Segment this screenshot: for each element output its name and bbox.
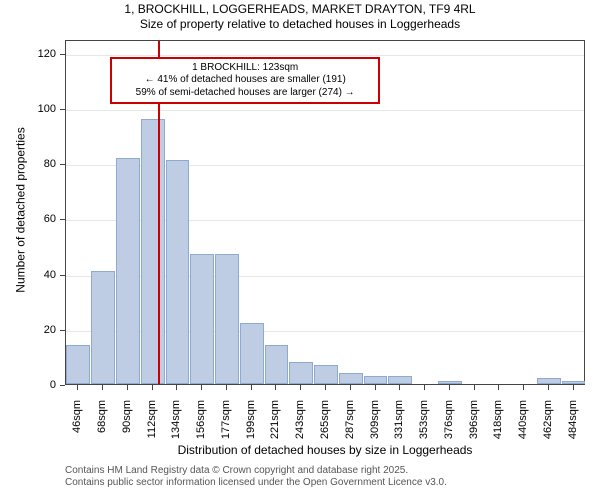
histogram-bar — [166, 160, 190, 384]
histogram-bar — [240, 323, 264, 384]
x-tick-mark — [77, 385, 78, 390]
histogram-bar — [116, 158, 140, 384]
x-axis-label: Distribution of detached houses by size … — [65, 443, 585, 457]
footer-attribution: Contains HM Land Registry data © Crown c… — [65, 465, 447, 489]
annotation-line-3: 59% of semi-detached houses are larger (… — [118, 87, 372, 100]
x-tick-mark — [548, 385, 549, 390]
histogram-bar — [289, 362, 313, 384]
title-block: 1, BROCKHILL, LOGGERHEADS, MARKET DRAYTO… — [0, 2, 600, 32]
footer-line-2: Contains public sector information licen… — [65, 477, 447, 489]
histogram-bar — [190, 254, 214, 384]
histogram-bar — [562, 381, 586, 384]
x-tick-mark — [251, 385, 252, 390]
x-tick-mark — [399, 385, 400, 390]
x-tick-mark — [375, 385, 376, 390]
grid-line — [66, 110, 584, 111]
histogram-bar — [141, 119, 165, 384]
x-tick-mark — [176, 385, 177, 390]
y-tick-label: 120 — [0, 48, 56, 60]
histogram-bar — [364, 376, 388, 384]
chart-container: 1, BROCKHILL, LOGGERHEADS, MARKET DRAYTO… — [0, 0, 600, 500]
histogram-bar — [438, 381, 462, 384]
histogram-bar — [215, 254, 239, 384]
y-tick-label: 20 — [0, 324, 56, 336]
x-tick-mark — [201, 385, 202, 390]
histogram-bar — [265, 345, 289, 384]
plot-area: 1 BROCKHILL: 123sqm ← 41% of detached ho… — [65, 40, 585, 385]
histogram-bar — [388, 376, 412, 384]
annotation-box: 1 BROCKHILL: 123sqm ← 41% of detached ho… — [110, 57, 380, 105]
x-tick-mark — [573, 385, 574, 390]
annotation-line-1: 1 BROCKHILL: 123sqm — [118, 62, 372, 75]
histogram-bar — [91, 271, 115, 384]
y-tick-label: 0 — [0, 379, 56, 391]
x-tick-mark — [449, 385, 450, 390]
histogram-bar — [314, 365, 338, 384]
x-tick-mark — [300, 385, 301, 390]
x-tick-mark — [474, 385, 475, 390]
x-tick-mark — [350, 385, 351, 390]
y-tick-label: 80 — [0, 158, 56, 170]
histogram-bar — [537, 378, 561, 384]
annotation-line-2: ← 41% of detached houses are smaller (19… — [118, 74, 372, 87]
y-tick-label: 60 — [0, 213, 56, 225]
x-tick-mark — [275, 385, 276, 390]
x-tick-mark — [498, 385, 499, 390]
histogram-bar — [339, 373, 363, 384]
y-tick-label: 100 — [0, 103, 56, 115]
title-line-1: 1, BROCKHILL, LOGGERHEADS, MARKET DRAYTO… — [0, 2, 600, 17]
title-line-2: Size of property relative to detached ho… — [0, 17, 600, 32]
footer-line-1: Contains HM Land Registry data © Crown c… — [65, 465, 447, 477]
x-tick-mark — [226, 385, 227, 390]
x-tick-mark — [424, 385, 425, 390]
x-tick-mark — [102, 385, 103, 390]
x-tick-mark — [152, 385, 153, 390]
y-tick-mark — [60, 385, 65, 386]
y-tick-label: 40 — [0, 269, 56, 281]
x-tick-mark — [127, 385, 128, 390]
x-tick-mark — [523, 385, 524, 390]
histogram-bar — [66, 345, 90, 384]
x-tick-mark — [325, 385, 326, 390]
